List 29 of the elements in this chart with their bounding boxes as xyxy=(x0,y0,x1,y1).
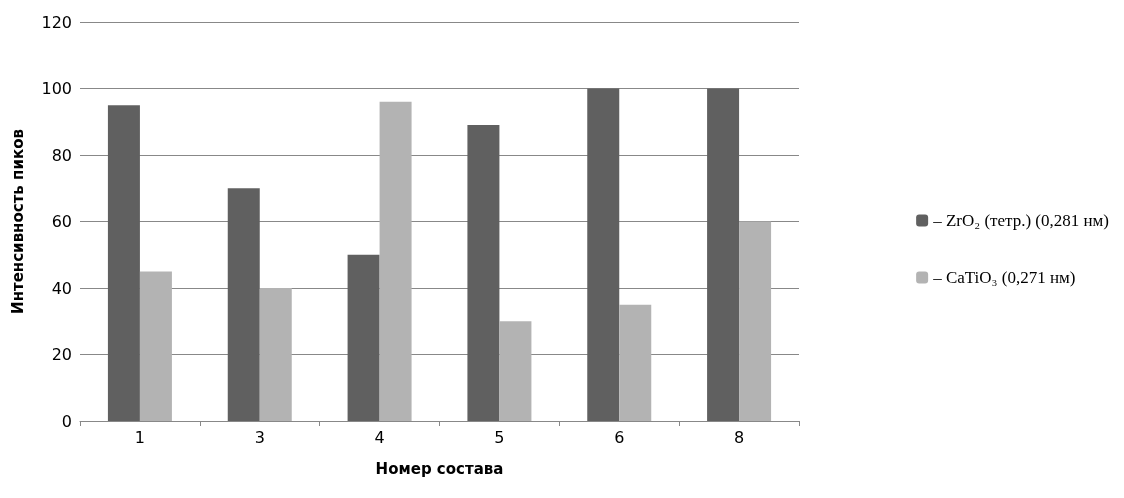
bar xyxy=(499,321,532,421)
bar xyxy=(739,221,772,421)
x-tick-label: 1 xyxy=(134,427,146,447)
legend-label: – CaTiO₃ (0,271 нм) xyxy=(932,268,1076,287)
bar xyxy=(379,101,412,421)
bar xyxy=(139,271,172,421)
y-tick-label: 0 xyxy=(61,411,72,431)
bar xyxy=(619,304,652,421)
bar xyxy=(259,288,292,421)
y-tick-label: 80 xyxy=(51,145,72,165)
y-tick-label: 20 xyxy=(51,345,72,364)
x-tick-label: 8 xyxy=(733,427,745,447)
bar xyxy=(107,105,140,421)
x-tick-label: 6 xyxy=(614,427,625,447)
bar xyxy=(587,88,620,421)
bar xyxy=(707,88,740,421)
bar xyxy=(467,125,500,421)
x-tick-label: 4 xyxy=(374,427,385,447)
bar xyxy=(347,254,380,421)
y-tick-label: 120 xyxy=(41,12,72,32)
y-tick-label: 40 xyxy=(51,278,72,298)
x-tick-label: 3 xyxy=(254,427,265,447)
y-tick-label: 60 xyxy=(51,212,72,231)
x-tick-label: 5 xyxy=(494,427,505,447)
y-axis-title: Интенсивность пиков xyxy=(8,129,27,314)
y-tick-label: 100 xyxy=(41,79,72,98)
legend-label: – ZrO₂ (тетр.) (0,281 нм) xyxy=(932,211,1110,230)
bar xyxy=(227,188,260,421)
x-axis-title: Номер состава xyxy=(375,459,504,478)
